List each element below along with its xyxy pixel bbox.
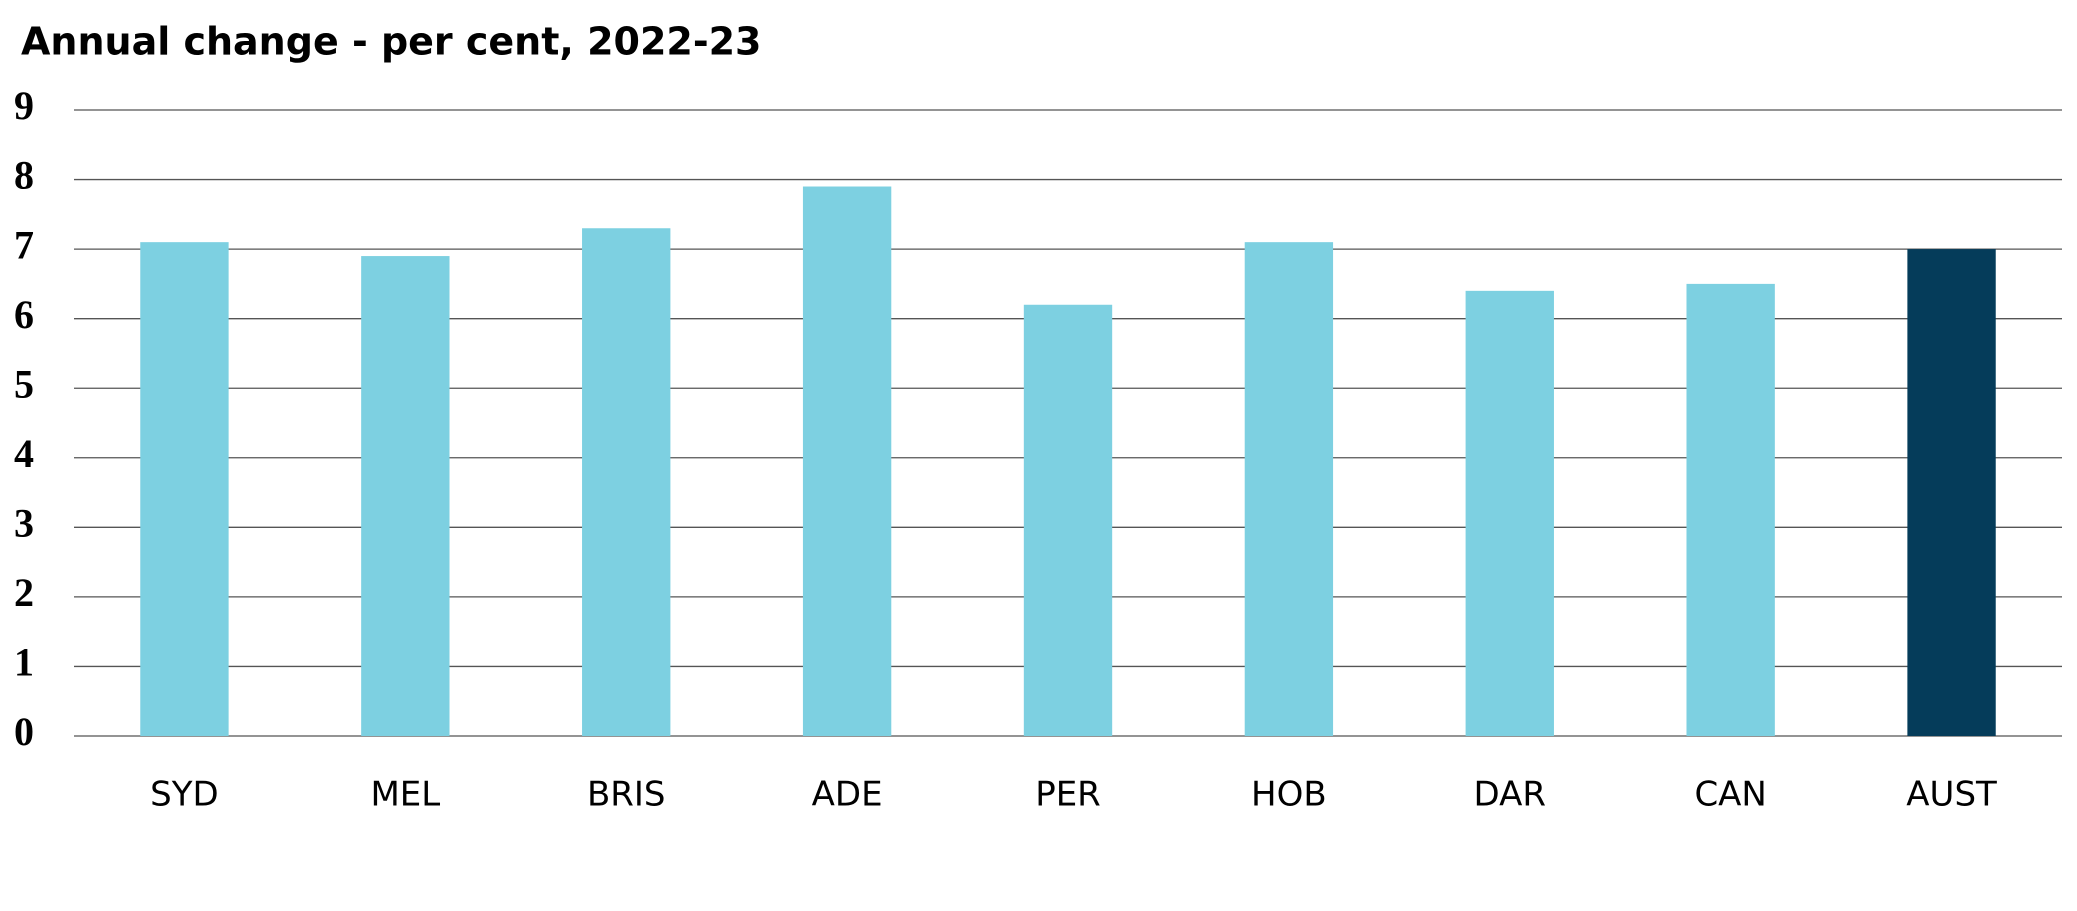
x-tick-label: SYD — [150, 775, 219, 815]
x-tick-label: ADE — [812, 775, 883, 815]
x-tick-label: BRIS — [587, 775, 666, 815]
x-tick-label: HOB — [1251, 775, 1327, 815]
x-tick-label: MEL — [370, 775, 440, 815]
y-tick-label: 2 — [14, 570, 34, 615]
x-tick-label: AUST — [1906, 775, 1997, 815]
bar — [802, 186, 892, 736]
y-tick-label: 7 — [14, 222, 34, 267]
y-tick-label: 3 — [14, 501, 34, 546]
bar — [140, 242, 229, 736]
x-tick-label: DAR — [1474, 775, 1546, 815]
y-tick-label: 6 — [14, 292, 34, 337]
bar — [1465, 290, 1554, 736]
x-tick-label: PER — [1035, 775, 1101, 815]
bar — [361, 256, 450, 736]
chart-title: Annual change - per cent, 2022-23 — [21, 20, 761, 64]
y-tick-label: 9 — [14, 83, 34, 128]
y-tick-label: 8 — [14, 153, 34, 198]
y-tick-label: 0 — [14, 709, 34, 754]
y-tick-label: 5 — [14, 361, 34, 406]
bar — [1023, 304, 1113, 736]
bar — [1244, 242, 1334, 736]
bar — [582, 228, 671, 736]
bar — [1907, 249, 1996, 736]
x-tick-label: CAN — [1694, 775, 1766, 815]
bar — [1686, 283, 1775, 736]
y-tick-label: 1 — [14, 640, 34, 685]
y-tick-label: 4 — [14, 431, 34, 476]
